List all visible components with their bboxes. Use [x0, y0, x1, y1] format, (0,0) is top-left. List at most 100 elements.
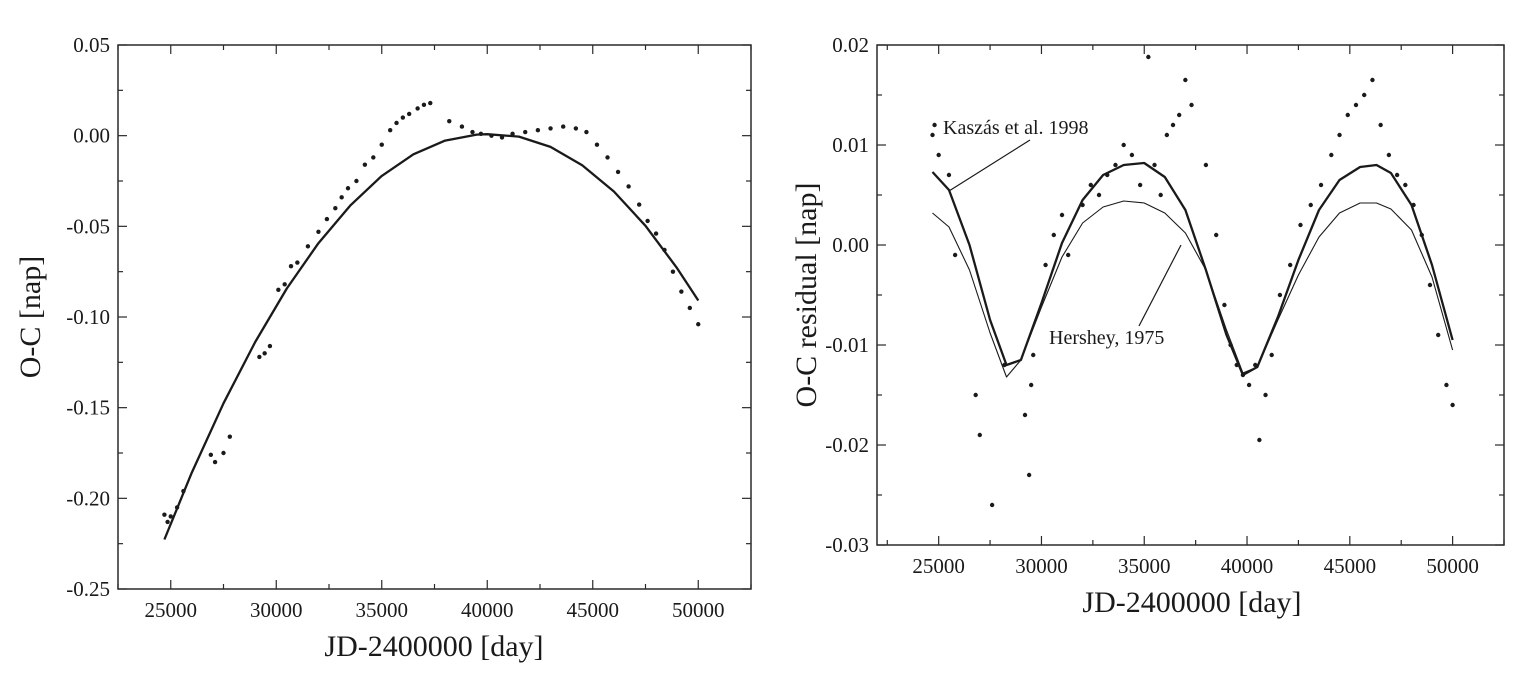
- residual-data-point: [1345, 112, 1350, 118]
- oc-x-tick-label: 45000: [567, 598, 620, 622]
- residual-data-point: [1263, 392, 1268, 398]
- oc-data-point: [400, 115, 406, 120]
- residual-data-point: [1176, 112, 1182, 118]
- residual-x-tick-label: 35000: [1118, 554, 1171, 578]
- residual-data-point: [1088, 182, 1093, 188]
- residual-data-point: [1253, 362, 1258, 368]
- residual-x-tick-label: 30000: [1015, 554, 1068, 578]
- oc-data-point: [339, 195, 344, 200]
- oc-data-point: [679, 289, 684, 294]
- kaszas-annotation-leader: [948, 139, 1031, 192]
- residual-y-tick-label: -0.03: [825, 533, 869, 557]
- hershey-annotation-label: Hershey, 1975: [1049, 327, 1164, 349]
- oc-data-point: [333, 206, 338, 211]
- hershey-fit-line: [932, 200, 1454, 378]
- residual-data-point: [1269, 352, 1274, 358]
- residual-data-point: [1403, 182, 1408, 188]
- oc-data-point: [282, 282, 287, 287]
- residual-data-point: [1277, 292, 1283, 298]
- oc-x-tick-label: 50000: [672, 598, 725, 622]
- kaszas-annotation-label: Kaszás et al. 1998: [943, 117, 1089, 139]
- residual-data-point: [973, 392, 978, 398]
- oc-x-tick-label: 35000: [356, 598, 409, 622]
- residual-data-point: [1065, 252, 1071, 258]
- oc-data-point: [371, 155, 376, 160]
- oc-data-point: [645, 218, 650, 224]
- residual-data-point: [1059, 212, 1065, 218]
- residual-data-point: [1257, 437, 1262, 443]
- oc-data-point: [295, 260, 300, 265]
- residual-data-point: [1026, 472, 1032, 478]
- oc-data-point: [208, 452, 214, 458]
- oc-data-point: [212, 459, 218, 465]
- residual-data-point: [1308, 202, 1313, 208]
- hershey-annotation-leader: [1138, 244, 1182, 327]
- residual-data-point: [1378, 122, 1383, 128]
- residual-data-point: [1043, 262, 1048, 268]
- oc-data-point: [267, 343, 273, 349]
- oc-data-point: [636, 202, 642, 207]
- residual-x-tick-label: 50000: [1426, 554, 1479, 578]
- residual-data-point: [1222, 302, 1227, 308]
- residual-data-point: [1427, 282, 1433, 288]
- residual-data-point: [1329, 152, 1334, 158]
- residual-data-point: [1137, 182, 1143, 188]
- oc-data-point: [305, 244, 311, 249]
- oc-data-point: [362, 162, 368, 167]
- residual-y-tick-label: -0.02: [825, 433, 869, 457]
- residual-data-point: [1170, 122, 1176, 128]
- residual-data-point: [936, 152, 941, 158]
- oc-y-tick-label: 0.00: [73, 124, 110, 148]
- residual-data-point: [932, 122, 937, 128]
- oc-data-point: [221, 450, 226, 456]
- residual-data-point: [1450, 402, 1455, 408]
- oc-data-point: [276, 287, 281, 292]
- oc-data-point: [548, 126, 553, 131]
- residual-data-point: [1129, 152, 1135, 158]
- oc-diagram-chart: 25000 30000 35000 40000 45000 50000 0.05 0.00 -0…: [14, 33, 752, 663]
- residual-data-point: [1362, 92, 1367, 98]
- oc-data-point: [653, 231, 659, 236]
- residual-data-point: [1213, 232, 1219, 238]
- oc-data-point: [262, 351, 267, 356]
- residual-data-point: [1096, 192, 1102, 198]
- residual-data-point: [1203, 162, 1209, 168]
- oc-y-tick-label: -0.20: [66, 486, 110, 510]
- oc-data-point: [584, 129, 589, 135]
- residual-data-point: [1028, 382, 1034, 388]
- oc-y-axis-title: O-C [nap]: [14, 256, 47, 378]
- residual-data-point: [1158, 192, 1163, 198]
- residual-data-point: [1288, 262, 1293, 268]
- residual-x-tick-label: 45000: [1324, 554, 1377, 578]
- oc-data-point: [573, 126, 579, 131]
- residual-x-tick-label: 25000: [912, 554, 965, 578]
- residual-y-tick-label: 0.01: [832, 133, 869, 157]
- oc-data-point: [394, 120, 399, 126]
- oc-data-point: [406, 111, 412, 117]
- oc-y-tick-label: -0.05: [66, 214, 110, 238]
- residual-data-point: [1183, 77, 1188, 83]
- oc-data-point: [594, 142, 600, 147]
- residual-data-point: [1146, 54, 1151, 60]
- residual-data-point: [1152, 162, 1157, 168]
- residual-data-point: [1031, 352, 1036, 358]
- residual-data-point: [946, 172, 952, 178]
- residual-y-tick-label: 0.02: [832, 33, 869, 57]
- residual-y-tick-label: -0.01: [825, 333, 869, 357]
- residual-data-point: [1370, 77, 1375, 83]
- residual-data-point: [1386, 152, 1392, 158]
- residual-data-point: [977, 432, 982, 438]
- oc-y-tick-label: -0.15: [66, 396, 110, 420]
- oc-y-tick-label: -0.10: [66, 305, 110, 329]
- oc-data-point: [415, 106, 420, 111]
- residual-data-point: [1394, 172, 1400, 178]
- oc-data-point: [379, 142, 384, 147]
- oc-x-tick-label: 25000: [145, 598, 198, 622]
- residual-x-axis-title: JD-2400000 [day]: [1082, 586, 1301, 619]
- residual-data-point: [1189, 102, 1194, 108]
- oc-data-point: [605, 155, 610, 160]
- residual-data-point: [1246, 382, 1252, 388]
- residual-data-point: [1121, 142, 1126, 148]
- residual-data-point: [1353, 102, 1359, 108]
